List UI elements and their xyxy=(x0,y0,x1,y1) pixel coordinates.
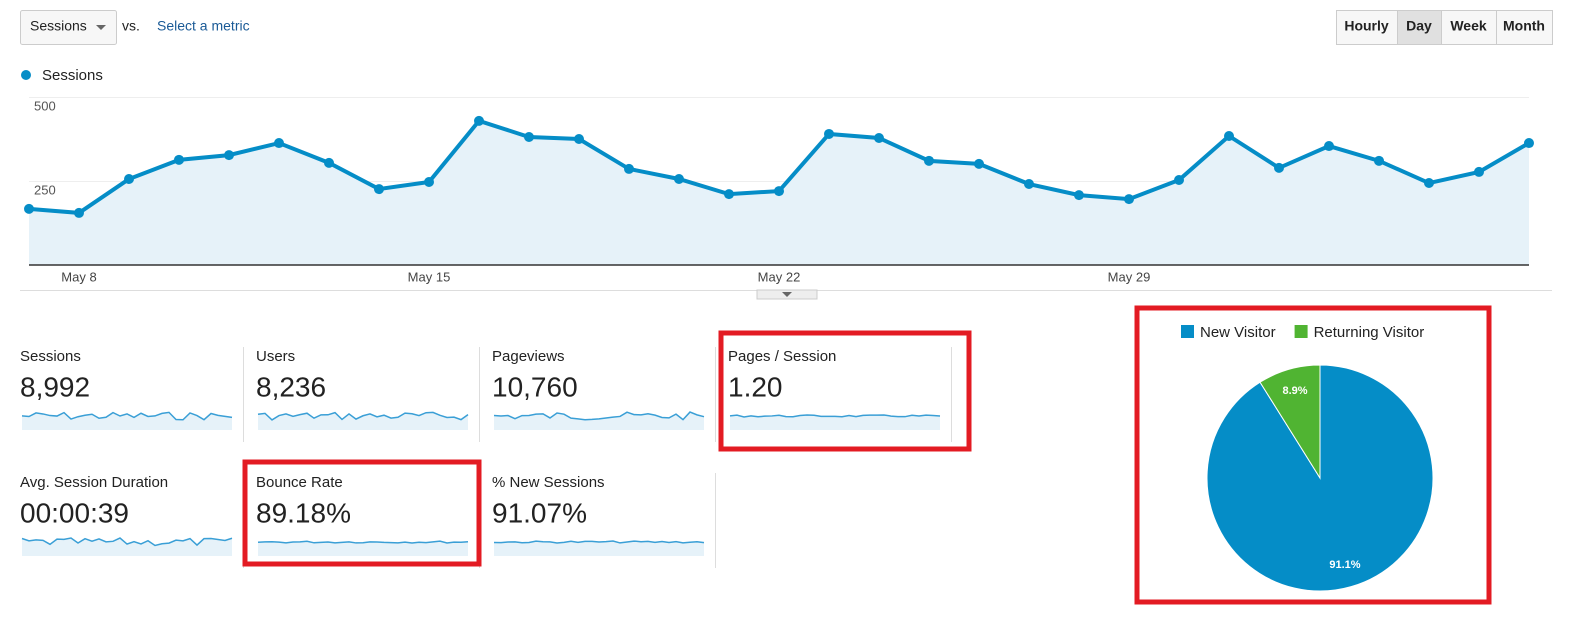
metric-label: Sessions xyxy=(20,348,81,365)
data-point[interactable] xyxy=(1424,178,1434,189)
period-button[interactable] xyxy=(1496,10,1553,45)
data-point[interactable] xyxy=(24,203,34,214)
pie-slice[interactable] xyxy=(1259,364,1321,480)
period-button[interactable] xyxy=(1397,10,1442,45)
metric-label: Bounce Rate xyxy=(256,474,343,491)
data-point[interactable] xyxy=(1324,141,1334,152)
data-point[interactable] xyxy=(174,154,184,165)
select-metric-link[interactable]: Select a metric xyxy=(157,18,250,34)
y-tick-label: 250 xyxy=(34,182,56,197)
data-point[interactable] xyxy=(224,150,234,161)
legend-marker xyxy=(21,70,31,80)
pie-label: 91.1% xyxy=(1329,559,1360,571)
metric-label: Users xyxy=(256,348,295,365)
metric-value: 1.20 xyxy=(728,371,783,402)
data-point[interactable] xyxy=(874,132,884,143)
data-point[interactable] xyxy=(324,157,334,168)
sparkline-area xyxy=(22,412,232,430)
metric-value: 91.07% xyxy=(492,497,587,528)
data-point[interactable] xyxy=(374,184,384,195)
highlight-box xyxy=(718,330,972,452)
y-tick-label: 500 xyxy=(34,98,56,113)
period-button-label[interactable]: Week xyxy=(1450,18,1487,34)
data-point[interactable] xyxy=(1174,174,1184,185)
data-point[interactable] xyxy=(1474,166,1484,177)
legend-label: Sessions xyxy=(42,67,103,84)
metrics-grid: Sessions 8,992 Users 8,236 Pageviews 10,760 Pa… xyxy=(20,347,952,568)
sparkline-area xyxy=(258,541,468,556)
legend-marker xyxy=(1181,325,1194,338)
metric-label: Pageviews xyxy=(492,348,565,365)
metric-label: Avg. Session Duration xyxy=(20,474,168,491)
data-point[interactable] xyxy=(1524,138,1534,149)
data-point[interactable] xyxy=(724,189,734,200)
metric-value: 8,992 xyxy=(20,371,90,402)
metric-label: % New Sessions xyxy=(492,474,605,491)
sparkline xyxy=(729,414,941,418)
data-point[interactable] xyxy=(74,207,84,218)
metric-value: 00:00:39 xyxy=(20,497,129,528)
sparkline-area xyxy=(22,538,232,556)
sparkline xyxy=(493,411,705,421)
sparkline xyxy=(21,411,233,421)
x-tick-label: May 29 xyxy=(1108,269,1151,284)
metric-value: 8,236 xyxy=(256,371,326,402)
sparkline-area xyxy=(494,412,704,430)
sparkline-area xyxy=(730,415,940,430)
data-point[interactable] xyxy=(624,163,634,174)
period-buttons: Hourly Day Week Month xyxy=(1336,10,1553,45)
data-point[interactable] xyxy=(274,138,284,149)
data-point[interactable] xyxy=(1124,194,1134,205)
dropdown-arrow xyxy=(96,25,106,30)
data-point[interactable] xyxy=(824,128,834,139)
data-point[interactable] xyxy=(1224,130,1234,141)
x-tick-label: May 22 xyxy=(758,269,801,284)
x-tick-label: May 15 xyxy=(408,269,451,284)
highlight-box xyxy=(242,459,482,567)
data-point[interactable] xyxy=(524,131,534,142)
data-point[interactable] xyxy=(1024,179,1034,190)
legend-marker xyxy=(1294,325,1308,338)
metric-value: 89.18% xyxy=(256,497,351,528)
data-point[interactable] xyxy=(974,158,984,169)
metric-label: Pages / Session xyxy=(728,348,836,365)
data-point[interactable] xyxy=(1274,162,1284,173)
sparkline-area xyxy=(258,412,468,430)
pie-chart: New Visitor Returning Visitor 91.1% 8.9% xyxy=(1181,324,1434,592)
metric-select-label[interactable]: Sessions xyxy=(30,18,87,34)
metric-value: 10,760 xyxy=(492,371,578,402)
data-point[interactable] xyxy=(1374,155,1384,166)
pie-label: 8.9% xyxy=(1283,385,1308,397)
data-point[interactable] xyxy=(1074,190,1084,201)
data-point[interactable] xyxy=(774,186,784,197)
metric-select[interactable] xyxy=(20,10,117,45)
data-point[interactable] xyxy=(124,173,134,184)
vs-label: vs. xyxy=(122,18,140,34)
sparkline-area xyxy=(494,541,704,556)
period-button-label[interactable]: Month xyxy=(1503,18,1545,34)
sparkline xyxy=(493,540,705,544)
data-point[interactable] xyxy=(474,115,484,126)
period-button[interactable] xyxy=(1336,10,1398,45)
sparkline xyxy=(21,537,233,547)
x-tick-label: May 8 xyxy=(61,269,96,284)
line-chart: Sessions 250 500 May 8 May 15 May 22 May 29 xyxy=(21,67,1534,284)
period-button-label[interactable]: Hourly xyxy=(1344,18,1389,34)
data-point[interactable] xyxy=(574,134,584,144)
data-point[interactable] xyxy=(424,177,434,188)
period-button[interactable] xyxy=(1441,10,1497,45)
highlight-box xyxy=(1134,305,1492,605)
sparkline xyxy=(257,411,469,421)
legend-label: Returning Visitor xyxy=(1314,324,1425,341)
collapse-arrow xyxy=(782,292,792,297)
period-button-label[interactable]: Day xyxy=(1406,18,1432,34)
legend-label: New Visitor xyxy=(1200,324,1276,341)
data-point[interactable] xyxy=(674,173,684,184)
data-point[interactable] xyxy=(924,155,934,166)
sparkline xyxy=(257,540,469,544)
